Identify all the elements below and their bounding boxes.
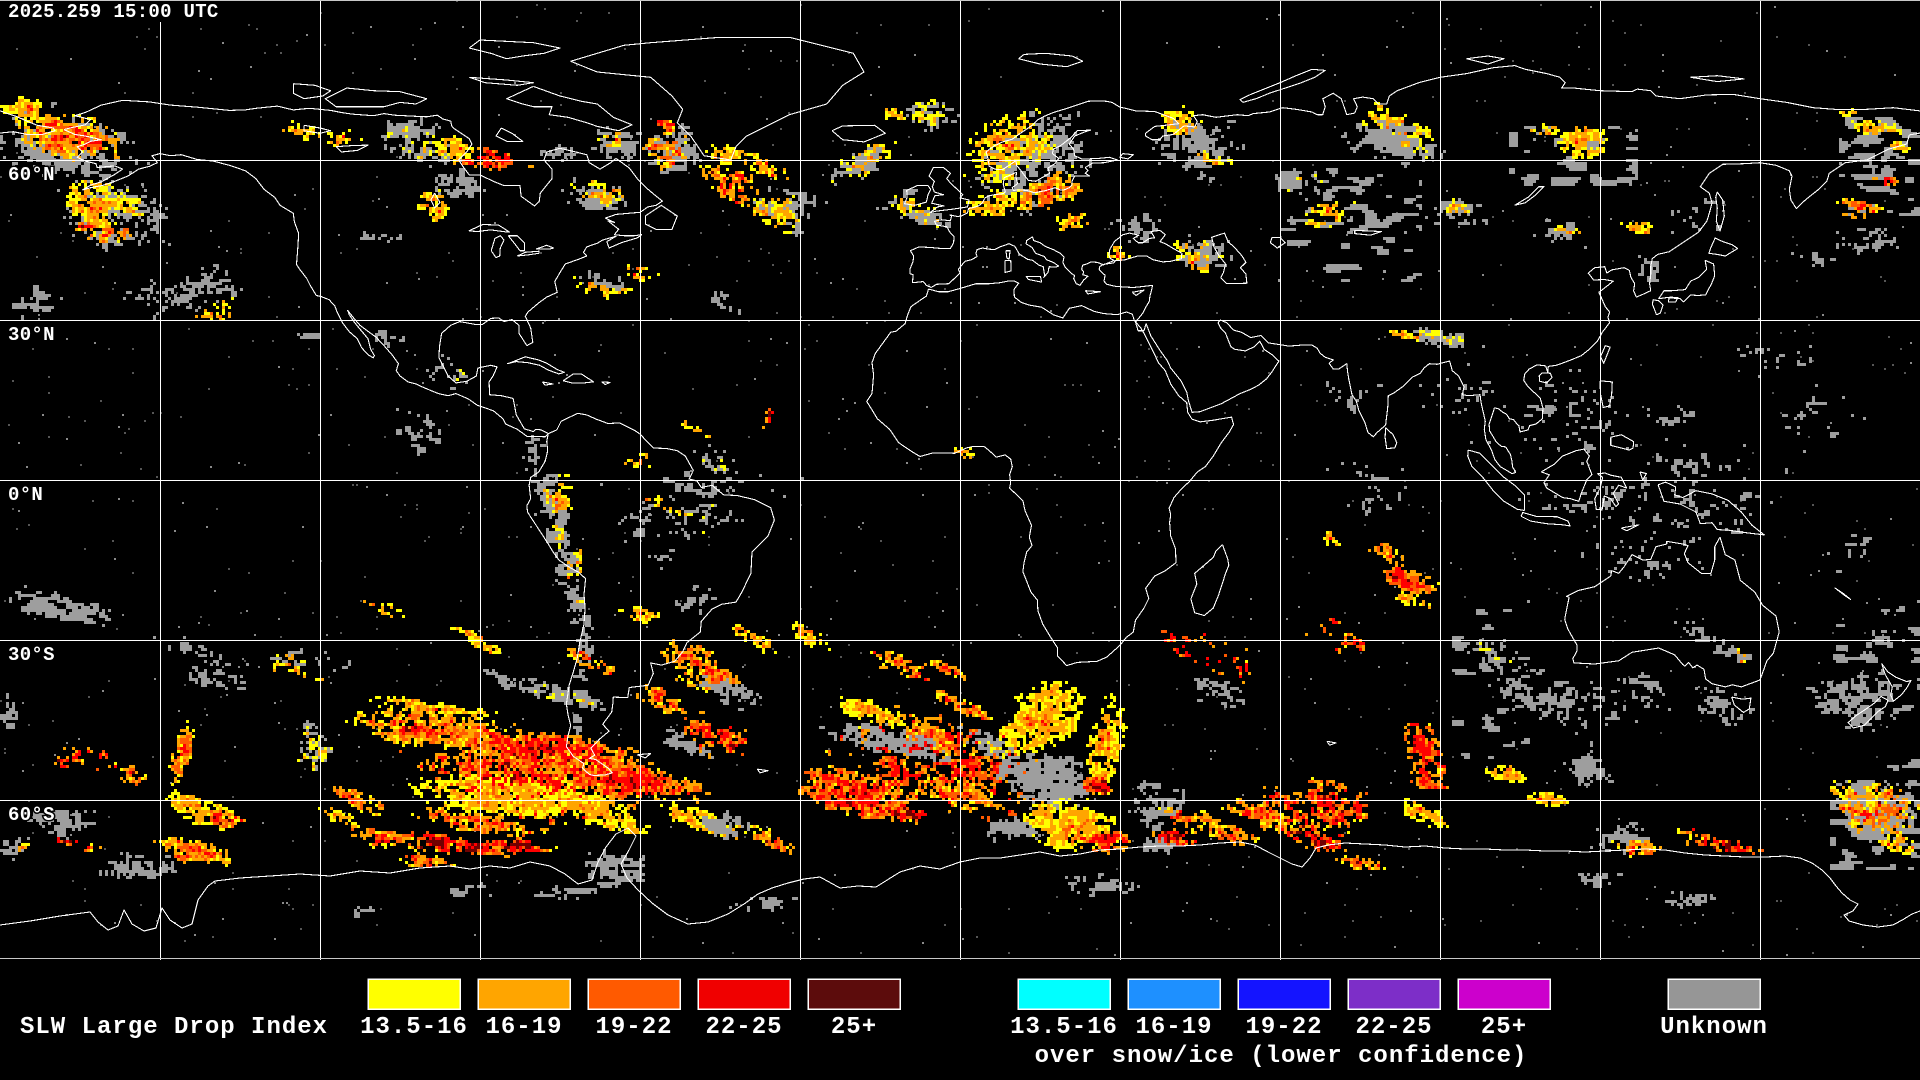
svg-text:25+: 25+ — [1481, 1014, 1527, 1041]
svg-text:16-19: 16-19 — [1135, 1014, 1212, 1041]
svg-text:30°S: 30°S — [8, 644, 55, 666]
svg-text:19-22: 19-22 — [1245, 1014, 1322, 1041]
svg-text:25+: 25+ — [831, 1014, 877, 1041]
svg-text:16-19: 16-19 — [485, 1014, 562, 1041]
svg-text:19-22: 19-22 — [595, 1014, 672, 1041]
svg-text:Unknown: Unknown — [1660, 1014, 1768, 1041]
svg-text:13.5-16: 13.5-16 — [360, 1014, 468, 1041]
svg-text:30°N: 30°N — [8, 324, 55, 346]
svg-text:60°S: 60°S — [8, 804, 55, 826]
svg-text:60°N: 60°N — [8, 164, 55, 186]
svg-text:SLW Large Drop Index: SLW Large Drop Index — [20, 1014, 328, 1041]
svg-text:22-25: 22-25 — [705, 1014, 782, 1041]
svg-text:22-25: 22-25 — [1355, 1014, 1432, 1041]
svg-text:13.5-16: 13.5-16 — [1010, 1014, 1118, 1041]
svg-text:2025.259 15:00 UTC: 2025.259 15:00 UTC — [8, 1, 219, 23]
svg-text:0°N: 0°N — [8, 484, 43, 506]
svg-text:over snow/ice (lower confidenc: over snow/ice (lower confidence) — [1035, 1043, 1528, 1070]
